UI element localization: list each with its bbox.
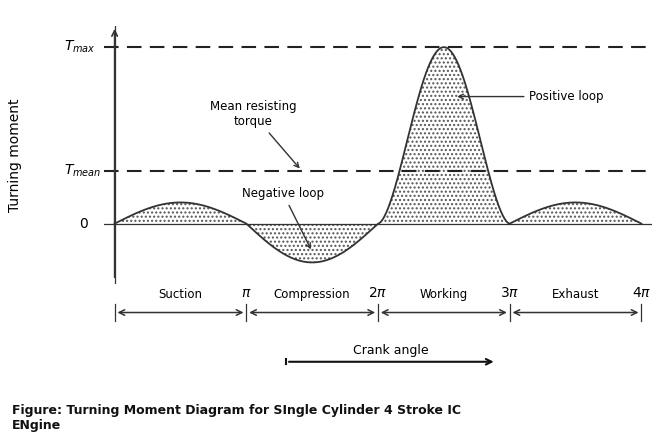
Text: 0: 0	[79, 216, 88, 231]
Text: Positive loop: Positive loop	[459, 90, 604, 103]
Text: Turning moment: Turning moment	[8, 98, 22, 212]
Text: Negative loop: Negative loop	[242, 187, 324, 248]
Text: Figure: Turning Moment Diagram for SIngle Cylinder 4 Stroke IC
ENgine: Figure: Turning Moment Diagram for SIngl…	[12, 404, 461, 432]
Text: Exhaust: Exhaust	[552, 288, 599, 301]
Text: $T_{max}$: $T_{max}$	[64, 39, 95, 55]
Text: Working: Working	[420, 288, 468, 301]
Text: Compression: Compression	[274, 288, 351, 301]
Text: Suction: Suction	[159, 288, 202, 301]
Text: Crank angle: Crank angle	[353, 344, 429, 357]
Text: $T_{mean}$: $T_{mean}$	[64, 162, 101, 179]
Text: Mean resisting
torque: Mean resisting torque	[210, 100, 299, 168]
